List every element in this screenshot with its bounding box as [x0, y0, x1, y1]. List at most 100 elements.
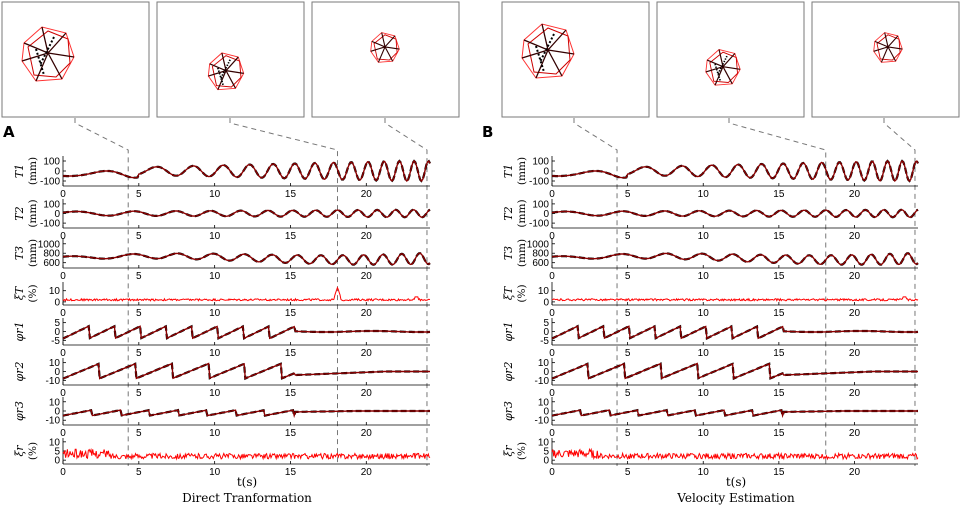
x-tick-label: 0 [549, 308, 555, 319]
y-tick-label: 100 [43, 157, 60, 168]
y-tick-label: 10 [49, 286, 61, 297]
x-tick-label: 0 [549, 428, 555, 439]
series-xiT [552, 296, 919, 302]
x-tick-label: 15 [773, 388, 785, 399]
x-tick-label: 15 [285, 231, 297, 242]
y-axis-units: (mm) [516, 239, 528, 267]
series-T2 [551, 209, 919, 218]
x-tick-label: 0 [549, 189, 555, 200]
x-tick-label: 20 [849, 428, 861, 439]
x-tick-label: 20 [849, 467, 861, 478]
x-tick-label: 15 [285, 308, 297, 319]
y-axis-units: (%) [27, 284, 39, 302]
snapshot-guide-line [229, 118, 338, 466]
icosahedron-b1-icon [521, 23, 575, 79]
x-tick-label: 0 [60, 189, 66, 200]
x-tick-label: 20 [361, 348, 373, 359]
y-tick-label: 0 [54, 367, 60, 378]
y-tick-label: 0 [54, 297, 60, 308]
series-T2 [62, 209, 431, 218]
y-tick-label: 0 [543, 209, 549, 220]
y-tick-label: 10 [538, 286, 550, 297]
x-tick-label: 20 [361, 428, 373, 439]
y-tick-label: -100 [529, 177, 549, 188]
x-tick-label: 0 [60, 231, 66, 242]
panel-letter-a: A [3, 123, 15, 141]
snapshot-frame-a1 [1, 1, 150, 118]
x-tick-label: 15 [773, 189, 785, 200]
x-tick-label: 5 [136, 231, 142, 242]
x-tick-label: 15 [285, 271, 297, 282]
snapshot-frame-b1 [501, 1, 650, 118]
y-tick-label: 0 [54, 167, 60, 178]
x-tick-label: 10 [698, 189, 710, 200]
x-tick-label: 0 [60, 271, 66, 282]
x-tick-label: 15 [285, 428, 297, 439]
y-axis-label: T1 [13, 164, 26, 178]
x-tick-label: 10 [698, 388, 710, 399]
x-tick-label: 15 [285, 348, 297, 359]
y-axis-label: T2 [13, 206, 26, 220]
y-tick-label: 1000 [527, 239, 550, 250]
x-tick-label: 0 [549, 231, 555, 242]
y-tick-label: 10 [538, 437, 550, 448]
x-tick-label: 5 [136, 348, 142, 359]
x-tick-label: 15 [773, 308, 785, 319]
y-tick-label: 0 [543, 297, 549, 308]
y-tick-label: 0 [543, 327, 549, 338]
x-tick-label: 15 [773, 467, 785, 478]
series-phir3 [62, 409, 430, 419]
y-axis-label: φr1 [502, 322, 515, 342]
y-tick-label: 100 [532, 199, 549, 210]
x-tick-label: 15 [285, 388, 297, 399]
x-tick-label: 0 [60, 308, 66, 319]
x-tick-label: 5 [136, 428, 142, 439]
series-phir1 [551, 325, 919, 340]
x-tick-label: 20 [849, 388, 861, 399]
x-tick-label: 5 [625, 467, 631, 478]
y-axis-label: φr1 [13, 322, 26, 342]
y-tick-label: -100 [40, 219, 60, 230]
y-tick-label: 5 [543, 318, 549, 329]
x-tick-label: 20 [361, 467, 373, 478]
y-tick-label: -10 [46, 416, 61, 427]
y-tick-label: 0 [543, 367, 549, 378]
x-tick-label: 5 [136, 308, 142, 319]
snapshot-guide-line [728, 118, 827, 466]
x-tick-label: 20 [361, 271, 373, 282]
series-phir2 [62, 362, 430, 380]
y-axis-label: φr2 [13, 362, 26, 382]
x-tick-label: 10 [698, 467, 710, 478]
series-T3 [552, 252, 919, 266]
panel-a-xlabel: t(s) [237, 475, 257, 489]
y-axis-units: (%) [516, 442, 528, 460]
y-tick-label: 10 [538, 358, 550, 369]
panel-a-caption: Direct Tranformation [182, 491, 312, 505]
x-tick-label: 20 [849, 271, 861, 282]
x-tick-label: 15 [285, 189, 297, 200]
y-axis-label: T3 [13, 246, 26, 260]
icosahedron-a1-icon [21, 26, 75, 82]
snapshot-guide-line [74, 118, 129, 466]
y-axis-units: (mm) [27, 157, 39, 185]
x-tick-label: 20 [849, 189, 861, 200]
y-axis-units: (%) [516, 284, 528, 302]
x-tick-label: 10 [209, 428, 221, 439]
y-tick-label: -10 [535, 376, 550, 387]
y-tick-label: 5 [54, 447, 60, 458]
series-T1 [552, 159, 919, 183]
icosahedron-b2-icon [705, 49, 741, 86]
y-tick-label: -10 [535, 416, 550, 427]
icosahedron-a3-icon [370, 32, 400, 63]
x-tick-label: 20 [361, 231, 373, 242]
x-tick-label: 15 [773, 271, 785, 282]
x-tick-label: 0 [60, 348, 66, 359]
y-axis-label: T3 [502, 246, 515, 260]
x-tick-label: 20 [361, 189, 373, 200]
x-tick-label: 0 [60, 428, 66, 439]
series-T1 [63, 159, 431, 183]
y-tick-label: -100 [40, 177, 60, 188]
